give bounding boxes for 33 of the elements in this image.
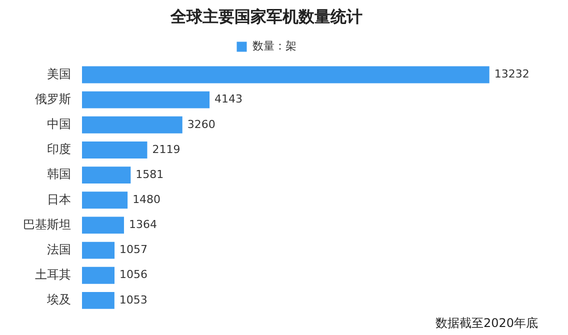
data-label: 1364 xyxy=(128,218,157,232)
data-label: 1480 xyxy=(132,193,161,206)
data-label: 1053 xyxy=(119,293,148,306)
y-tick-label: 印度 xyxy=(47,142,71,156)
bar xyxy=(82,66,490,84)
bar xyxy=(82,192,128,209)
chart-title: 全球主要国家军机数量统计 xyxy=(170,6,362,26)
bar xyxy=(82,242,115,259)
y-tick-label: 韩国 xyxy=(47,167,71,182)
data-label: 1581 xyxy=(136,168,164,181)
data-label: 3260 xyxy=(187,118,216,131)
bar xyxy=(82,91,210,108)
data-label: 1057 xyxy=(120,243,148,256)
y-tick-label: 俄罗斯 xyxy=(35,92,71,106)
bar xyxy=(82,266,115,284)
bar xyxy=(82,292,114,309)
legend-label: 数量：架 xyxy=(252,40,296,53)
y-tick-label: 中国 xyxy=(47,117,71,132)
y-tick-label: 土耳其 xyxy=(35,268,71,282)
data-label: 4143 xyxy=(214,92,243,106)
bar xyxy=(82,166,131,184)
y-tick-label: 日本 xyxy=(47,192,71,206)
y-tick-label: 美国 xyxy=(47,66,71,81)
data-label: 2119 xyxy=(152,142,180,156)
y-tick-label: 埃及 xyxy=(46,292,71,307)
bar xyxy=(82,116,182,134)
bar xyxy=(82,216,124,234)
data-label: 1056 xyxy=(120,268,148,282)
y-tick-label: 法国 xyxy=(47,242,71,256)
data-label: 13232 xyxy=(494,68,530,81)
text: 数据截至2020年底 xyxy=(435,316,538,330)
y-tick-label: 巴基斯坦 xyxy=(23,217,71,232)
bar xyxy=(82,142,148,158)
